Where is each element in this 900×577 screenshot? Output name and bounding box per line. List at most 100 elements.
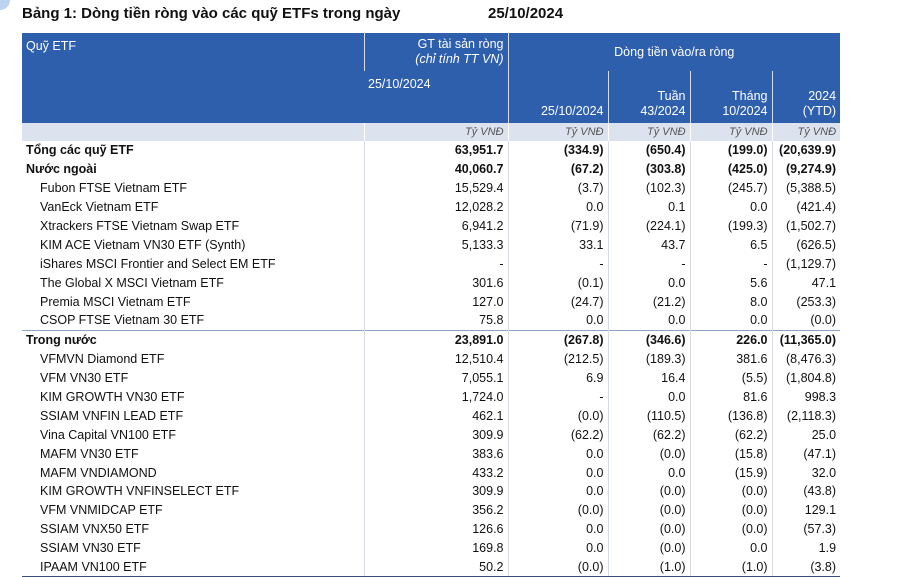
flow-week: (62.2) — [607, 425, 690, 445]
flow-day: (67.2) — [507, 159, 608, 179]
net-asset-value: 433.2 — [363, 463, 508, 483]
table-row: IPAAM VN100 ETF 50.2 (0.0) (1.0) (1.0) (3.8) — [22, 557, 841, 577]
flow-day: (24.7) — [507, 292, 608, 312]
flow-week: (189.3) — [607, 349, 690, 369]
fund-name: The Global X MSCI Vietnam ETF — [40, 275, 224, 290]
table-row: KIM GROWTH VNFINSELECT ETF 309.9 0.0 (0.0)(… — [22, 482, 841, 501]
flow-week: (224.1) — [607, 216, 690, 236]
flow-day: (0.0) — [507, 557, 608, 577]
net-asset-value: 6,941.2 — [363, 216, 508, 236]
net-asset-value: 383.6 — [363, 444, 508, 464]
fund-name: Trong nước — [22, 329, 364, 350]
flow-ytd: (47.1) — [771, 444, 841, 464]
flow-ytd: (1,804.8) — [771, 368, 841, 388]
table-row: VFM VN30 ETF 7,055.1 6.9 16.4 (5.5) (1,804.8) — [22, 368, 841, 388]
flow-week: 0.0 — [607, 273, 690, 293]
flow-ytd: 1.9 — [771, 538, 841, 558]
net-asset-value: 23,891.0 — [363, 329, 508, 350]
flow-day: - — [507, 387, 608, 407]
net-asset-value: 12,028.2 — [363, 197, 508, 217]
table-group-row: Trong nước 23,891.0 (267.8) (346.6) 226.0 (11… — [22, 329, 841, 350]
flow-ytd: (11,365.0) — [771, 329, 841, 350]
table-row: VFM VNMIDCAP ETF 356.2 (0.0) (0.0) (0.0) 129.… — [22, 500, 841, 520]
table-title: Bảng 1: Dòng tiền ròng vào các quỹ ETFs … — [22, 5, 401, 22]
flow-ytd: (9,274.9) — [771, 159, 841, 179]
flow-ytd: 25.0 — [771, 425, 841, 445]
flow-month: (425.0) — [689, 159, 772, 179]
flow-week: 0.1 — [607, 197, 690, 217]
fund-name: Nước ngoài — [26, 162, 97, 177]
net-asset-value: 127.0 — [363, 292, 508, 312]
table-date: 25/10/2024 — [488, 5, 564, 22]
flow-month: (5.5) — [689, 368, 772, 388]
flow-week: (0.0) — [607, 538, 690, 558]
net-asset-value: 7,055.1 — [363, 368, 508, 388]
flow-month: (245.7) — [689, 178, 772, 198]
table-row: Xtrackers FTSE Vietnam Swap ETF 6,941.2 (7… — [22, 216, 841, 236]
flow-day: 0.0 — [507, 311, 608, 331]
header-ytd-line1: 2024 — [808, 89, 837, 103]
flow-ytd: (421.4) — [771, 197, 841, 217]
flow-month: (15.8) — [689, 444, 772, 464]
net-asset-value: 169.8 — [363, 538, 508, 558]
net-asset-value: 5,133.3 — [363, 235, 508, 255]
fund-name: iShares MSCI Frontier and Select EM ETF — [40, 256, 276, 271]
header-day: 25/10/2024 — [507, 71, 608, 123]
flow-day: (334.9) — [507, 141, 608, 160]
flow-week: (0.0) — [607, 500, 690, 520]
net-asset-value: 1,724.0 — [363, 387, 508, 407]
fund-name: MAFM VNDIAMOND — [40, 465, 157, 480]
flow-ytd: 129.1 — [771, 500, 841, 520]
table-group-row: Nước ngoài 40,060.7 (67.2) (303.8) (425.0) (9… — [22, 159, 841, 179]
flow-ytd: (57.3) — [771, 519, 841, 539]
unit-cell: Tỷ VNĐ — [771, 123, 841, 141]
flow-month: (15.9) — [689, 463, 772, 483]
flow-month: (62.2) — [689, 425, 772, 445]
flow-day: (3.7) — [507, 178, 608, 198]
flow-week: 0.0 — [607, 387, 690, 407]
unit-row: Tỷ VNĐ Tỷ VNĐ Tỷ VNĐ Tỷ VNĐ Tỷ VNĐ — [22, 123, 841, 141]
flow-day: (0.0) — [507, 500, 608, 520]
flow-month: (199.3) — [689, 216, 772, 236]
flow-ytd: (8,476.3) — [771, 349, 841, 369]
unit-cell: Tỷ VNĐ — [689, 123, 772, 141]
flow-ytd: (253.3) — [771, 292, 841, 312]
net-asset-value: 309.9 — [363, 425, 508, 445]
flow-week: - — [607, 254, 690, 274]
etf-flow-table: Quỹ ETF GT tài sản ròng (chỉ tính TT VN)… — [22, 33, 841, 577]
header-week: Tuần 43/2024 — [607, 71, 690, 123]
net-asset-value: 356.2 — [363, 500, 508, 520]
unit-blank — [22, 123, 364, 141]
fund-name: VanEck Vietnam ETF — [40, 200, 159, 215]
flow-ytd: 47.1 — [771, 273, 841, 293]
fund-name: Tổng các quỹ ETF — [26, 143, 134, 158]
table-row: VanEck Vietnam ETF 12,028.2 0.0 0.1 0.0 (421.… — [22, 197, 841, 217]
flow-week: (0.0) — [607, 482, 690, 501]
flow-ytd: (1,502.7) — [771, 216, 841, 236]
flow-month: (1.0) — [689, 557, 772, 577]
net-asset-value: 126.6 — [363, 519, 508, 539]
table-row: Vina Capital VN100 ETF 309.9 (62.2) (62.2)(… — [22, 425, 841, 445]
flow-month: 8.0 — [689, 292, 772, 312]
table-group-row: Tổng các quỹ ETF 63,951.7 (334.9) (650.4) (1… — [22, 141, 841, 160]
net-asset-value: 12,510.4 — [363, 349, 508, 369]
flow-month: (0.0) — [689, 519, 772, 539]
fund-name: VFMVN Diamond ETF — [40, 352, 165, 367]
flow-month: 81.6 — [689, 387, 772, 407]
flow-ytd: (1,129.7) — [771, 254, 841, 274]
flow-week: (346.6) — [607, 329, 690, 350]
unit-cell: Tỷ VNĐ — [507, 123, 608, 141]
table-row: SSIAM VNFIN LEAD ETF 462.1 (0.0) (110.5) (13… — [22, 406, 841, 426]
flow-ytd: 998.3 — [771, 387, 841, 407]
table-row: VFMVN Diamond ETF 12,510.4 (212.5) (189.3) 3… — [22, 349, 841, 369]
table-row: KIM ACE Vietnam VN30 ETF (Synth) 5,133.3 3… — [22, 235, 841, 255]
table-row: Fubon FTSE Vietnam ETF 15,529.4 (3.7) (102.… — [22, 178, 841, 198]
flow-day: 33.1 — [507, 235, 608, 255]
flow-week: (21.2) — [607, 292, 690, 312]
flow-day: 0.0 — [507, 444, 608, 464]
net-asset-value: 50.2 — [363, 557, 508, 577]
flow-month: 226.0 — [689, 329, 772, 350]
fund-name: SSIAM VNX50 ETF — [40, 522, 150, 537]
header-month-line1: Tháng — [732, 89, 768, 103]
flow-ytd: (20,639.9) — [771, 141, 841, 160]
